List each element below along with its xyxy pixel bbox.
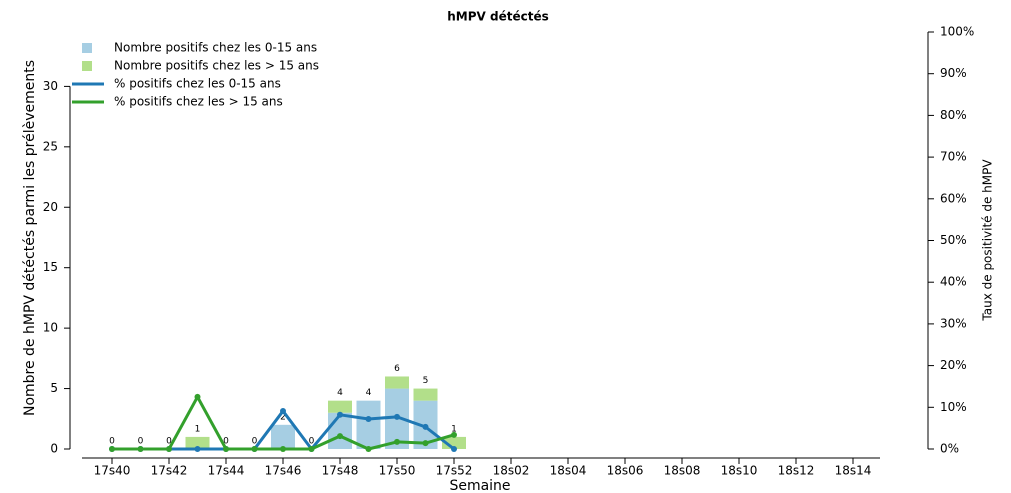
point xyxy=(194,393,201,400)
y2-tick-label: 50% xyxy=(940,233,967,247)
point xyxy=(280,446,286,452)
x-tick-label: 17s44 xyxy=(208,464,245,478)
point xyxy=(251,446,258,452)
point xyxy=(308,446,315,452)
y2-tick-label: 60% xyxy=(940,191,967,205)
x-tick-label: 18s02 xyxy=(493,464,530,478)
x-tick-label: 18s10 xyxy=(721,464,758,478)
y-axis-title: Nombre de hMPV détéctés parmi les prélèv… xyxy=(22,60,38,416)
point xyxy=(451,431,457,438)
bar-total-label: 0 xyxy=(252,437,258,447)
point xyxy=(280,408,286,415)
bar-total-label: 0 xyxy=(309,437,315,447)
bar-total-label: 0 xyxy=(109,437,115,447)
y2-axis-title: Taux de positivité de hMPV xyxy=(981,159,995,322)
point xyxy=(337,433,343,440)
bar xyxy=(328,412,352,449)
bar-total-label: 2 xyxy=(280,412,286,422)
x-axis-title: Semaine xyxy=(449,478,510,493)
bar-total-label: 0 xyxy=(223,437,229,447)
chart-title: hMPV détéctés xyxy=(447,10,548,24)
legend-label: % positifs chez les > 15 ans xyxy=(114,95,283,109)
point xyxy=(422,440,429,447)
point xyxy=(422,423,429,430)
bar-total-label: 1 xyxy=(451,424,457,434)
y2-tick-label: 90% xyxy=(940,66,967,80)
y2-tick-label: 10% xyxy=(940,400,967,414)
legend-label: % positifs chez les 0-15 ans xyxy=(114,77,281,91)
y-tick-label: 0 xyxy=(50,442,58,456)
x-tick-label: 17s50 xyxy=(379,464,416,478)
x-tick-label: 17s46 xyxy=(265,464,302,478)
y2-tick-label: 100% xyxy=(940,25,974,39)
bar xyxy=(413,388,438,401)
point xyxy=(365,446,372,452)
x-tick-label: 18s06 xyxy=(607,464,644,478)
x-tick-label: 17s42 xyxy=(151,464,188,478)
bar-total-label: 0 xyxy=(166,437,172,447)
x-tick-label: 18s04 xyxy=(550,464,587,478)
point xyxy=(194,446,201,452)
x-tick-label: 18s12 xyxy=(778,464,815,478)
bar-total-label: 5 xyxy=(423,376,429,386)
y2-tick-label: 70% xyxy=(940,150,967,164)
point xyxy=(394,438,400,445)
bar xyxy=(185,436,210,449)
y-tick-label: 20 xyxy=(43,200,58,214)
x-tick-label: 18s08 xyxy=(664,464,701,478)
y2-tick-label: 30% xyxy=(940,316,967,330)
point xyxy=(365,415,372,422)
bar xyxy=(385,376,409,389)
point xyxy=(451,446,457,452)
y-tick-label: 10 xyxy=(43,321,58,335)
y2-tick-label: 0% xyxy=(940,442,959,456)
x-tick-label: 17s40 xyxy=(94,464,131,478)
y-tick-label: 5 xyxy=(50,381,58,395)
bar-total-label: 1 xyxy=(195,424,201,434)
legend-label: Nombre positifs chez les 0-15 ans xyxy=(114,41,317,55)
legend-swatch xyxy=(82,61,92,71)
x-tick-label: 17s48 xyxy=(322,464,359,478)
bar-total-label: 4 xyxy=(337,388,343,398)
point xyxy=(109,446,115,452)
legend-label: Nombre positifs chez les > 15 ans xyxy=(114,59,319,73)
y-tick-label: 15 xyxy=(43,260,58,274)
y2-tick-label: 80% xyxy=(940,108,967,122)
legend-swatch xyxy=(82,43,92,53)
point xyxy=(137,446,144,452)
bar-total-label: 4 xyxy=(366,388,372,398)
point xyxy=(166,446,172,452)
y-tick-label: 30 xyxy=(43,79,58,93)
x-tick-label: 18s14 xyxy=(835,464,872,478)
x-tick-label: 17s52 xyxy=(436,464,473,478)
bar-total-label: 6 xyxy=(394,364,400,374)
y2-tick-label: 20% xyxy=(940,358,967,372)
bar xyxy=(271,424,295,449)
bar xyxy=(328,400,352,413)
bar-total-label: 0 xyxy=(138,437,144,447)
point xyxy=(337,411,343,418)
point xyxy=(223,446,229,452)
y-tick-label: 25 xyxy=(43,139,58,153)
bar xyxy=(356,400,381,449)
y2-tick-label: 40% xyxy=(940,275,967,289)
point xyxy=(394,413,400,420)
